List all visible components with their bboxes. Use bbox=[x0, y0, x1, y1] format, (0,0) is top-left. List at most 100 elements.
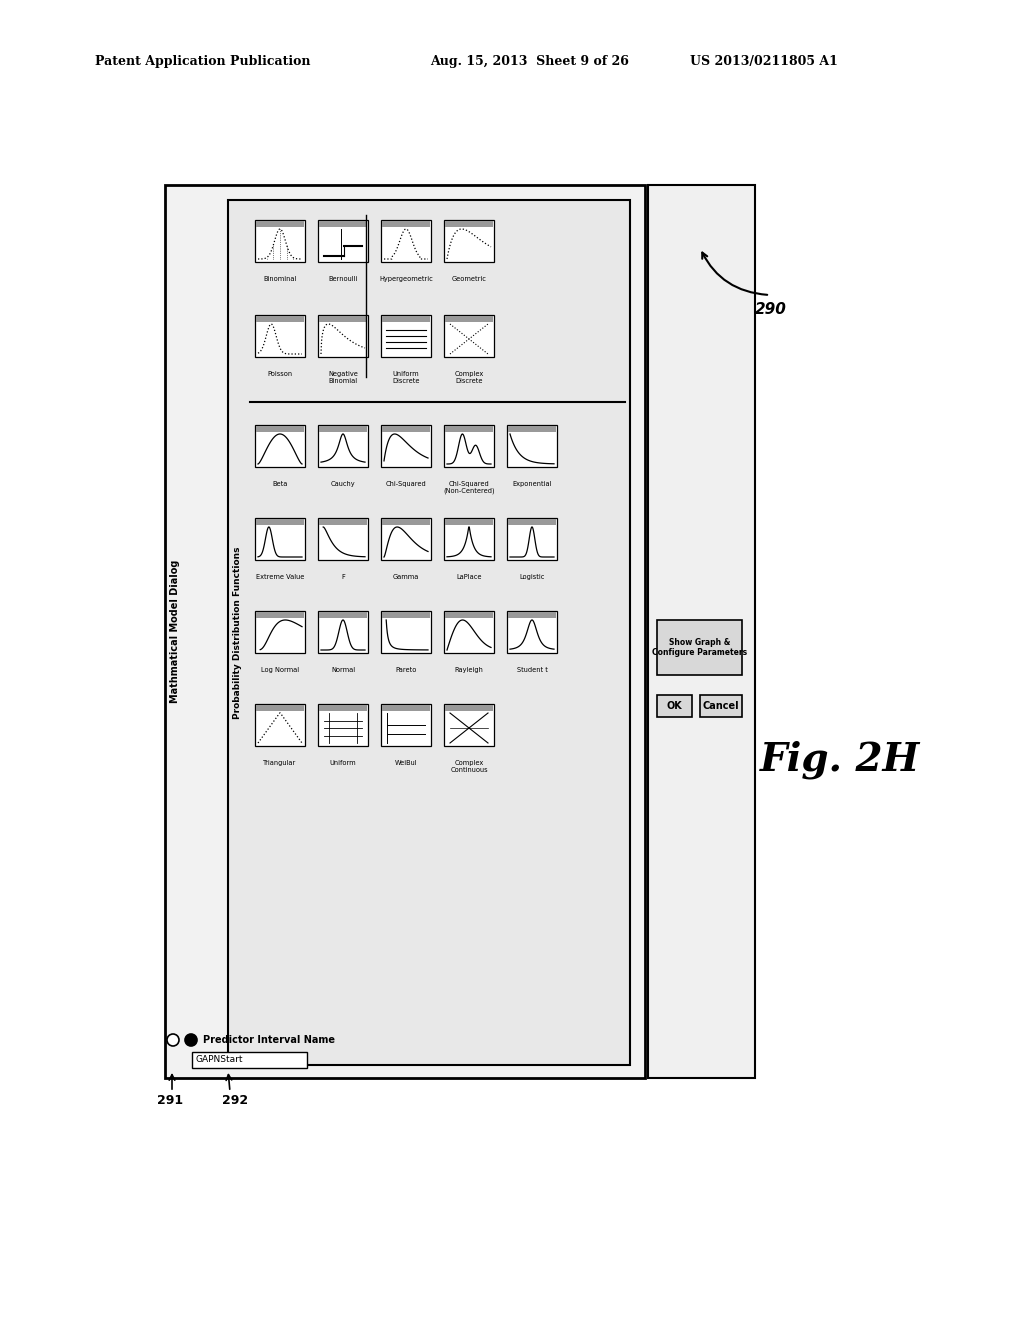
Bar bbox=[382, 220, 430, 227]
Text: Cancel: Cancel bbox=[702, 701, 739, 711]
Text: OK: OK bbox=[667, 701, 682, 711]
Bar bbox=[507, 611, 557, 653]
Text: Cauchy: Cauchy bbox=[331, 480, 355, 487]
Text: Rayleigh: Rayleigh bbox=[455, 667, 483, 673]
Bar bbox=[657, 696, 692, 717]
Text: Patent Application Publication: Patent Application Publication bbox=[95, 55, 310, 69]
Circle shape bbox=[167, 1034, 179, 1045]
Bar bbox=[445, 705, 493, 711]
Text: Complex
Continuous: Complex Continuous bbox=[451, 760, 487, 774]
Bar bbox=[508, 612, 556, 618]
Text: Show Graph &
Configure Parameters: Show Graph & Configure Parameters bbox=[652, 638, 748, 657]
Text: Hypergeometric: Hypergeometric bbox=[379, 276, 433, 282]
Bar bbox=[256, 220, 304, 227]
Text: Triangular: Triangular bbox=[263, 760, 297, 766]
Bar bbox=[256, 519, 304, 525]
Bar bbox=[508, 426, 556, 432]
Bar bbox=[255, 704, 305, 746]
Text: Aug. 15, 2013  Sheet 9 of 26: Aug. 15, 2013 Sheet 9 of 26 bbox=[430, 55, 629, 69]
Bar bbox=[657, 620, 742, 675]
Text: LaPlace: LaPlace bbox=[457, 574, 481, 579]
Bar bbox=[382, 315, 430, 322]
Text: Negative
Binomial: Negative Binomial bbox=[328, 371, 358, 384]
Bar bbox=[256, 315, 304, 322]
Bar bbox=[381, 517, 431, 560]
Text: Predictor Interval Name: Predictor Interval Name bbox=[203, 1035, 335, 1045]
Text: Chi-Squared: Chi-Squared bbox=[386, 480, 426, 487]
Bar bbox=[445, 426, 493, 432]
Text: Normal: Normal bbox=[331, 667, 355, 673]
Bar bbox=[382, 705, 430, 711]
Bar bbox=[445, 612, 493, 618]
Text: US 2013/0211805 A1: US 2013/0211805 A1 bbox=[690, 55, 838, 69]
Bar bbox=[445, 315, 493, 322]
Bar bbox=[444, 517, 494, 560]
Text: Complex
Discrete: Complex Discrete bbox=[455, 371, 483, 384]
Bar bbox=[507, 517, 557, 560]
Bar bbox=[319, 519, 367, 525]
Bar bbox=[444, 315, 494, 356]
Text: Log Normal: Log Normal bbox=[261, 667, 299, 673]
Bar bbox=[255, 611, 305, 653]
Text: WeiBul: WeiBul bbox=[394, 760, 418, 766]
Bar bbox=[165, 185, 645, 1078]
Bar bbox=[256, 705, 304, 711]
Text: Fig. 2H: Fig. 2H bbox=[760, 741, 921, 779]
Bar bbox=[319, 426, 367, 432]
Bar bbox=[255, 517, 305, 560]
Text: Mathmatical Model Dialog: Mathmatical Model Dialog bbox=[170, 560, 180, 704]
Bar bbox=[318, 315, 368, 356]
Bar bbox=[445, 519, 493, 525]
Text: Poisson: Poisson bbox=[267, 371, 293, 378]
Bar bbox=[444, 704, 494, 746]
Text: Geometric: Geometric bbox=[452, 276, 486, 282]
Text: Logistic: Logistic bbox=[519, 574, 545, 579]
Circle shape bbox=[185, 1034, 197, 1045]
Text: Beta: Beta bbox=[272, 480, 288, 487]
Bar bbox=[319, 705, 367, 711]
Text: Uniform
Discrete: Uniform Discrete bbox=[392, 371, 420, 384]
Text: Probability Distribution Functions: Probability Distribution Functions bbox=[232, 546, 242, 719]
Text: F: F bbox=[341, 574, 345, 579]
Text: Pareto: Pareto bbox=[395, 667, 417, 673]
Bar bbox=[193, 1052, 307, 1068]
Text: 292: 292 bbox=[222, 1093, 248, 1106]
Text: Gamma: Gamma bbox=[393, 574, 419, 579]
Bar bbox=[318, 425, 368, 467]
Bar bbox=[648, 185, 755, 1078]
Bar bbox=[318, 611, 368, 653]
Bar bbox=[445, 220, 493, 227]
Text: GAPNStart: GAPNStart bbox=[195, 1056, 243, 1064]
Bar bbox=[255, 315, 305, 356]
Text: 290: 290 bbox=[755, 302, 786, 318]
Text: Bernoulli: Bernoulli bbox=[329, 276, 357, 282]
Bar bbox=[318, 517, 368, 560]
Bar bbox=[444, 425, 494, 467]
Bar bbox=[256, 426, 304, 432]
Text: Chi-Squared
(Non-Centered): Chi-Squared (Non-Centered) bbox=[443, 480, 495, 495]
Bar bbox=[318, 220, 368, 261]
Bar bbox=[381, 220, 431, 261]
Bar bbox=[444, 611, 494, 653]
Bar bbox=[381, 425, 431, 467]
Bar bbox=[381, 315, 431, 356]
Bar bbox=[382, 519, 430, 525]
Text: Exponential: Exponential bbox=[512, 480, 552, 487]
Bar bbox=[381, 704, 431, 746]
Bar bbox=[382, 612, 430, 618]
Text: Student t: Student t bbox=[516, 667, 548, 673]
Text: Extreme Value: Extreme Value bbox=[256, 574, 304, 579]
Bar bbox=[700, 696, 742, 717]
Bar bbox=[319, 612, 367, 618]
Bar bbox=[256, 612, 304, 618]
Bar bbox=[318, 704, 368, 746]
Bar bbox=[444, 220, 494, 261]
Bar bbox=[228, 201, 630, 1065]
Text: Binominal: Binominal bbox=[263, 276, 297, 282]
Bar bbox=[508, 519, 556, 525]
Text: 291: 291 bbox=[157, 1093, 183, 1106]
Bar bbox=[255, 220, 305, 261]
Bar bbox=[255, 425, 305, 467]
Bar bbox=[507, 425, 557, 467]
Bar bbox=[382, 426, 430, 432]
